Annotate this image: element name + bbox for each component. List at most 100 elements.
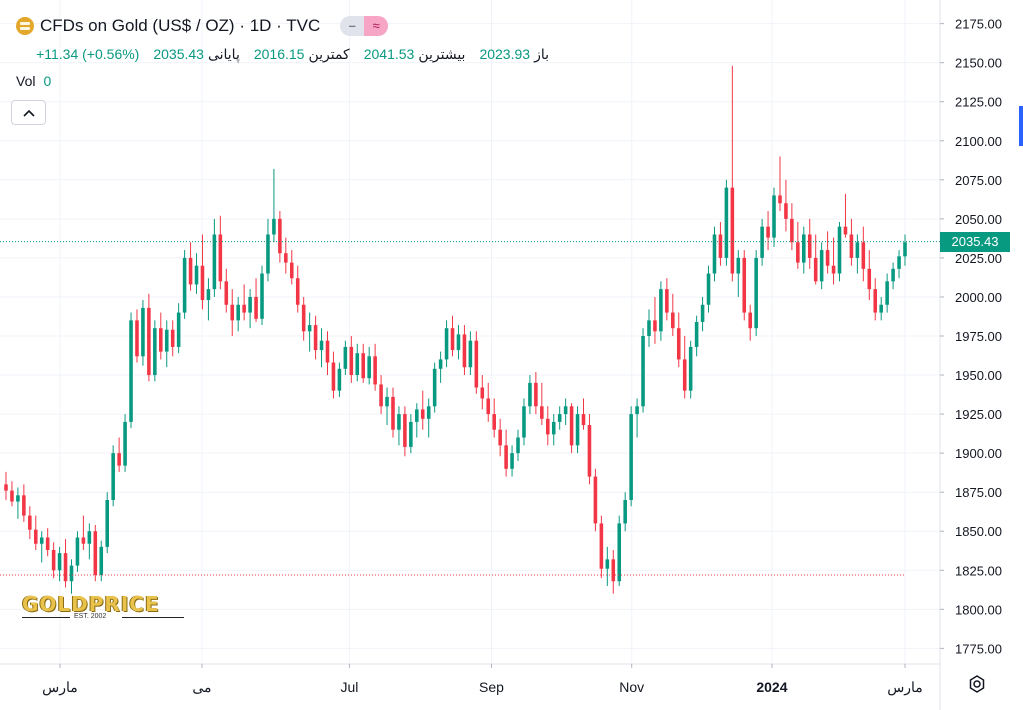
candle-body (313, 325, 318, 351)
x-tick-label: 2024 (756, 679, 787, 695)
candle-body (903, 242, 907, 257)
axis-settings-icon[interactable] (966, 675, 988, 697)
y-tick-label: 2050.00 (955, 212, 1002, 227)
candle-body (349, 346, 354, 376)
y-tick-label: 2000.00 (955, 290, 1002, 305)
y-tick-label: 1950.00 (955, 368, 1002, 383)
collapse-legend-button[interactable] (11, 100, 46, 125)
candle-body (724, 187, 729, 258)
candle-body (498, 429, 502, 446)
candle-body (641, 336, 645, 407)
candle-body (730, 187, 735, 274)
candle-body (206, 289, 211, 301)
candle-body (831, 265, 836, 274)
minus-icon[interactable]: – (340, 16, 365, 36)
candle-body (129, 320, 133, 422)
candle-body (367, 356, 371, 379)
candle-body (10, 490, 14, 502)
candle-body (837, 226, 842, 274)
candle-body (432, 368, 437, 407)
candle-body (22, 495, 26, 516)
change-value: +11.34 (+0.56%) (36, 46, 140, 62)
candle-body (581, 414, 586, 426)
candle-body (599, 523, 604, 569)
candle-body (593, 476, 598, 524)
candle-body (456, 334, 461, 351)
candle-body (659, 289, 663, 332)
candle-body (778, 195, 782, 204)
candle-body (450, 328, 455, 351)
candle-body (33, 529, 38, 544)
candle-body (676, 328, 681, 360)
candle-body (807, 234, 812, 258)
candle-body (164, 329, 169, 352)
x-tick-label: مارس (887, 679, 923, 696)
indicator-toggle[interactable]: – ≈ (340, 16, 389, 36)
symbol-header: CFDs on Gold (US$ / OZ) · 1D · TVC – ≈ (16, 16, 389, 36)
candle-body (153, 328, 157, 376)
candle-body (742, 257, 747, 313)
candle-body (361, 353, 366, 379)
candle-body (75, 537, 80, 566)
candle-body (200, 265, 205, 301)
candle-body (540, 406, 544, 419)
y-tick-label: 2075.00 (955, 173, 1002, 188)
y-tick-label: 1900.00 (955, 446, 1002, 461)
open-label: باز (534, 46, 549, 62)
candle-body (480, 387, 485, 399)
candle-body (343, 346, 348, 369)
candle-body (784, 203, 788, 219)
candle-body (665, 289, 669, 313)
logo-word: GOLDPRICE (22, 592, 160, 616)
candle-body (111, 453, 115, 500)
candle-body (736, 257, 741, 274)
candle-body (385, 396, 389, 407)
y-tick-label: 1775.00 (955, 641, 1002, 656)
candle-body (230, 304, 235, 321)
gold-coin-icon (16, 17, 34, 35)
scroll-handle[interactable] (1019, 106, 1023, 146)
candle-body (861, 242, 866, 269)
volume-legend: Vol 0 (16, 73, 51, 89)
candle-body (105, 500, 109, 547)
candle-body (141, 307, 145, 357)
candle-body (647, 320, 651, 336)
candle-body (236, 304, 240, 321)
candle-body (587, 425, 592, 477)
y-tick-label: 1825.00 (955, 563, 1002, 578)
x-tick-label: Sep (479, 679, 504, 695)
vol-value: 0 (43, 73, 52, 89)
candle-body (551, 421, 556, 435)
candle-body (81, 537, 86, 544)
candle-body (69, 565, 74, 582)
candle-body (176, 312, 181, 347)
symbol-title[interactable]: CFDs on Gold (US$ / OZ) · 1D · TVC (40, 16, 321, 35)
candle-body (700, 304, 705, 322)
ohlc-legend: باز 2023.93 بیشترین 2041.53 کمترین 2016.… (36, 46, 549, 63)
candle-body (63, 553, 68, 582)
candle-body (170, 329, 175, 347)
candle-body (760, 226, 764, 258)
candle-body (748, 312, 752, 329)
candle-body (885, 281, 889, 305)
candle-body (534, 382, 538, 407)
candle-body (891, 268, 895, 282)
candle-body (28, 515, 32, 530)
candle-body (87, 531, 92, 544)
candle-body (611, 559, 616, 582)
candle-body (242, 304, 246, 313)
candle-body (694, 321, 699, 347)
y-tick-label: 1925.00 (955, 407, 1002, 422)
candle-body (772, 195, 776, 238)
candle-body (790, 218, 794, 243)
candle-body (373, 356, 377, 385)
candle-body (254, 296, 258, 319)
approx-wave-icon[interactable]: ≈ (364, 16, 389, 36)
candle-body (575, 414, 580, 446)
time-axis: مارس می Jul Sep Nov 2024 مارس (0, 663, 940, 696)
y-tick-label: 1800.00 (955, 602, 1002, 617)
grid (0, 0, 940, 664)
candle-body (843, 226, 848, 235)
candle-body (802, 234, 806, 263)
